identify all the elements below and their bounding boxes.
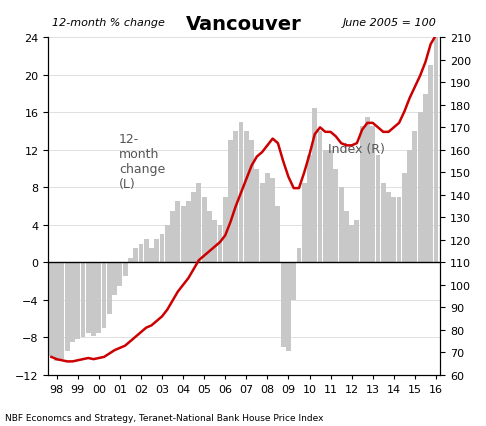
- Text: NBF Economcs and Strategy, Teranet-National Bank House Price Index: NBF Economcs and Strategy, Teranet-Natio…: [5, 413, 323, 422]
- Bar: [159, 235, 164, 263]
- Bar: [281, 263, 286, 347]
- Bar: [65, 263, 69, 351]
- Text: June 2005 = 100: June 2005 = 100: [342, 18, 436, 28]
- Bar: [59, 263, 64, 359]
- Bar: [360, 127, 364, 263]
- Bar: [191, 193, 196, 263]
- Bar: [239, 122, 243, 263]
- Bar: [128, 258, 133, 263]
- Bar: [112, 263, 117, 296]
- Bar: [312, 108, 317, 263]
- Bar: [423, 95, 428, 263]
- Bar: [270, 178, 275, 263]
- Bar: [428, 66, 433, 263]
- Bar: [291, 263, 296, 300]
- Bar: [413, 132, 417, 263]
- Text: Index (R): Index (R): [329, 143, 385, 155]
- Bar: [296, 249, 301, 263]
- Bar: [386, 193, 391, 263]
- Bar: [381, 183, 386, 263]
- Bar: [96, 263, 101, 333]
- Bar: [202, 197, 207, 263]
- Bar: [102, 263, 106, 328]
- Bar: [207, 211, 212, 263]
- Title: Vancouver: Vancouver: [186, 15, 302, 34]
- Bar: [91, 263, 96, 336]
- Bar: [318, 132, 323, 263]
- Bar: [54, 263, 59, 361]
- Bar: [149, 249, 154, 263]
- Bar: [407, 150, 412, 263]
- Bar: [181, 207, 186, 263]
- Bar: [391, 197, 396, 263]
- Bar: [70, 263, 75, 342]
- Bar: [233, 132, 238, 263]
- Bar: [397, 197, 401, 263]
- Bar: [223, 197, 227, 263]
- Bar: [218, 225, 223, 263]
- Text: 12-
month
change
(L): 12- month change (L): [119, 132, 165, 190]
- Bar: [328, 150, 333, 263]
- Bar: [107, 263, 112, 314]
- Bar: [417, 113, 422, 263]
- Bar: [302, 183, 307, 263]
- Bar: [339, 188, 344, 263]
- Bar: [175, 202, 180, 263]
- Bar: [244, 132, 249, 263]
- Bar: [365, 118, 370, 263]
- Bar: [144, 239, 149, 263]
- Bar: [370, 127, 375, 263]
- Bar: [49, 263, 54, 356]
- Bar: [402, 174, 407, 263]
- Bar: [276, 207, 280, 263]
- Bar: [165, 225, 170, 263]
- Bar: [196, 183, 201, 263]
- Bar: [122, 263, 127, 277]
- Bar: [376, 155, 381, 263]
- Bar: [118, 263, 122, 286]
- Bar: [170, 211, 175, 263]
- Bar: [260, 183, 264, 263]
- Bar: [349, 225, 354, 263]
- Bar: [155, 239, 159, 263]
- Bar: [133, 249, 138, 263]
- Bar: [139, 244, 143, 263]
- Bar: [254, 169, 259, 263]
- Bar: [307, 155, 312, 263]
- Bar: [323, 150, 328, 263]
- Bar: [86, 263, 91, 333]
- Bar: [81, 263, 86, 337]
- Bar: [265, 174, 270, 263]
- Text: 12-month % change: 12-month % change: [52, 18, 165, 28]
- Bar: [228, 141, 233, 263]
- Bar: [249, 141, 254, 263]
- Bar: [354, 221, 359, 263]
- Bar: [212, 221, 217, 263]
- Bar: [286, 263, 291, 351]
- Bar: [434, 38, 438, 263]
- Bar: [333, 169, 338, 263]
- Bar: [75, 263, 80, 340]
- Bar: [344, 211, 349, 263]
- Bar: [186, 202, 191, 263]
